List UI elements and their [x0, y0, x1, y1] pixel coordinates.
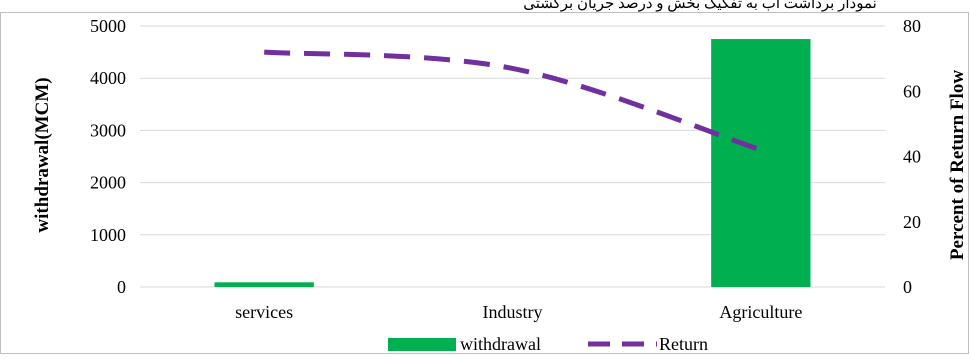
left-tick-label: 3000	[90, 120, 126, 140]
bar-withdrawal	[215, 282, 314, 287]
chart-title: نمودار برداشت آب به تفکیک بخش و درصد جری…	[523, 0, 877, 12]
legend-label-withdrawal: withdrawal	[460, 334, 541, 354]
left-tick-label: 4000	[90, 68, 126, 88]
left-tick-label: 5000	[90, 16, 126, 36]
x-tick-label: Industry	[483, 302, 543, 322]
return-line	[264, 52, 761, 150]
y-axis-title-right: Percent of Return Flow	[947, 70, 968, 260]
legend: withdrawal Return	[388, 334, 708, 354]
right-tick-label: 0	[903, 277, 912, 297]
right-tick-label: 60	[903, 81, 921, 101]
right-tick-label: 40	[903, 147, 921, 167]
legend-label-return: Return	[659, 334, 708, 354]
left-tick-label: 1000	[90, 225, 126, 245]
right-axis-ticks: 0 20 40 60 80	[903, 16, 921, 297]
bar-withdrawal	[711, 39, 810, 287]
withdrawal-bars	[215, 39, 811, 287]
line-return	[264, 52, 761, 150]
y-axis-title-left: withdrawal(MCM)	[32, 77, 53, 232]
left-tick-label: 2000	[90, 173, 126, 193]
right-tick-label: 80	[903, 16, 921, 36]
left-tick-label: 0	[117, 277, 126, 297]
x-tick-label: services	[235, 302, 293, 322]
left-axis-ticks: 0 1000 2000 3000 4000 5000	[90, 16, 126, 297]
right-tick-label: 20	[903, 212, 921, 232]
x-tick-label: Agriculture	[719, 302, 802, 322]
legend-swatch-withdrawal	[388, 338, 456, 351]
x-axis-labels: services Industry Agriculture	[235, 302, 802, 322]
